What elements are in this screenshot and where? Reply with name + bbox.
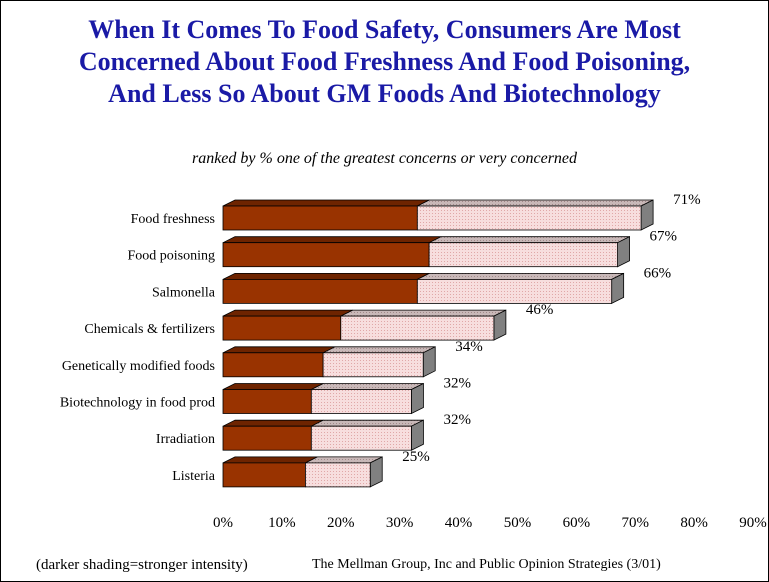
bar-top-dark (222, 456, 318, 464)
x-tick-label: 40% (445, 515, 473, 531)
bar-top-light (417, 272, 624, 280)
x-tick-label: 60% (563, 515, 591, 531)
x-tick-label: 70% (621, 515, 649, 531)
bar-segment-dark (222, 205, 418, 231)
data-label: 66% (644, 265, 672, 281)
bar-segment-light (416, 205, 642, 231)
category-label: Salmonella (152, 285, 216, 300)
x-tick-label: 0% (213, 515, 233, 531)
bar-segment-dark (222, 242, 430, 268)
bar-segment-dark (222, 278, 418, 304)
bar-top-dark (222, 199, 430, 207)
category-label: Chemicals & fertilizers (84, 322, 215, 337)
data-label: 71% (673, 192, 701, 208)
source-note: The Mellman Group, Inc and Public Opinio… (312, 557, 661, 572)
data-label: 32% (443, 412, 471, 428)
data-label: 46% (526, 302, 554, 318)
bar-top-light (340, 309, 507, 317)
bar-segment-light (340, 315, 495, 341)
category-label: Listeria (172, 469, 216, 484)
bar-top-light (428, 236, 630, 244)
x-tick-label: 30% (386, 515, 414, 531)
shading-note: (darker shading=stronger intensity) (36, 557, 248, 573)
title-line-2: Concerned About Food Freshness And Food … (78, 47, 691, 76)
bar-segment-light (310, 389, 412, 414)
x-tick-label: 20% (327, 515, 355, 531)
bar-top-dark (222, 272, 430, 280)
category-label: Food poisoning (127, 249, 215, 264)
category-label: Genetically modified foods (62, 359, 215, 374)
data-label: 25% (402, 449, 430, 465)
x-tick-label: 80% (680, 515, 708, 531)
bar-top-light (311, 383, 424, 390)
category-label: Irradiation (156, 432, 215, 447)
bar-top-light (417, 199, 654, 207)
data-label: 34% (455, 339, 483, 355)
bar-top-dark (222, 419, 324, 427)
bar-top-light (311, 419, 424, 427)
bar-segment-dark (222, 462, 306, 488)
category-label: Biotechnology in food prod (60, 396, 215, 411)
bar-top-dark (222, 383, 324, 390)
x-tick-label: 50% (504, 515, 532, 531)
bar-top-dark (222, 309, 353, 317)
bar-top-light (322, 346, 436, 354)
bar-top-light (305, 456, 383, 464)
bar-top-dark (222, 346, 336, 354)
data-label: 32% (443, 376, 471, 392)
chart-title: When It Comes To Food Safety, Consumers … (0, 14, 769, 110)
bar-segment-light (416, 278, 613, 304)
bar-segment-light (322, 352, 424, 378)
bar-segment-light (310, 425, 412, 451)
chart-subtitle: ranked by % one of the greatest concerns… (191, 150, 578, 167)
bar-segment-light (428, 242, 618, 268)
title-line-3: And Less So About GM Foods And Biotechno… (108, 79, 661, 108)
bar-segment-dark (222, 425, 312, 451)
bar-segment-dark (222, 389, 312, 414)
x-tick-label: 10% (268, 515, 296, 531)
category-label: Food freshness (131, 212, 215, 227)
x-tick-label: 90% (739, 515, 767, 531)
data-label: 67% (650, 229, 678, 245)
title-line-1: When It Comes To Food Safety, Consumers … (88, 15, 681, 44)
bar-top-dark (222, 236, 442, 244)
bar-segment-light (305, 462, 371, 488)
bar-segment-dark (222, 315, 342, 341)
bar-segment-dark (222, 352, 324, 378)
